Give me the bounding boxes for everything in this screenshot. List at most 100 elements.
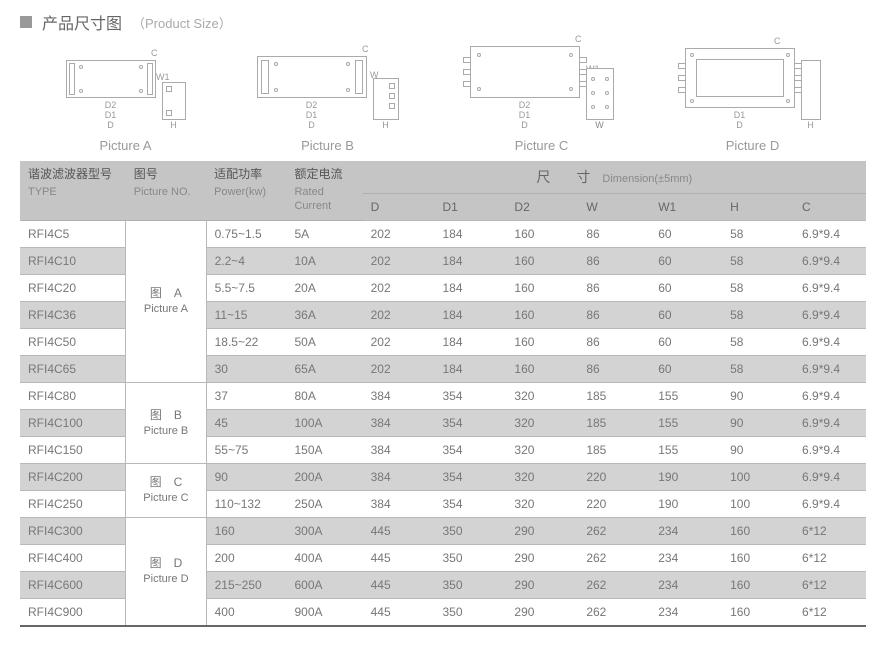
th-h: H — [722, 194, 794, 221]
title-cn: 产品尺寸图 — [42, 10, 122, 34]
cell-type: RFI4C5 — [20, 221, 126, 248]
cell-power: 5.5~7.5 — [206, 275, 286, 302]
cell-dim: 220 — [578, 464, 650, 491]
cell-dim: 320 — [506, 491, 578, 518]
cell-dim: 160 — [722, 599, 794, 627]
diagram-c: C W1 D2 — [470, 46, 614, 153]
th-current: 额定电流 Rated Current — [286, 161, 362, 221]
cell-dim: 354 — [435, 383, 507, 410]
cell-dim: 60 — [650, 329, 722, 356]
th-dimension: 尺 寸Dimension(±5mm) — [363, 161, 866, 194]
dim-stack-b: D2 D1 D — [257, 100, 367, 130]
th-type: 谐波滤波器型号 TYPE — [20, 161, 126, 221]
cell-dim: 58 — [722, 221, 794, 248]
diagram-a: C W1 D2 D1 D — [66, 60, 186, 153]
cell-power: 30 — [206, 356, 286, 383]
diagram-label-b: Picture B — [301, 138, 354, 153]
cell-dim: 86 — [578, 356, 650, 383]
cell-dim: 234 — [650, 599, 722, 627]
cell-dim: 290 — [506, 572, 578, 599]
cell-dim: 354 — [435, 464, 507, 491]
dim-stack-d: D1 D — [685, 110, 795, 130]
cell-dim: 58 — [722, 356, 794, 383]
dim-c: C — [575, 34, 582, 44]
section-title: 产品尺寸图 （Product Size） — [20, 10, 866, 34]
cell-power: 45 — [206, 410, 286, 437]
cell-power: 200 — [206, 545, 286, 572]
cell-dim: 184 — [435, 248, 507, 275]
cell-dim: 160 — [722, 572, 794, 599]
cell-dim: 58 — [722, 302, 794, 329]
cell-dim: 160 — [722, 545, 794, 572]
cell-dim: 60 — [650, 302, 722, 329]
cell-dim: 445 — [363, 545, 435, 572]
cell-dim: 6*12 — [794, 572, 866, 599]
cell-dim: 60 — [650, 248, 722, 275]
cell-dim: 6.9*9.4 — [794, 437, 866, 464]
cell-dim: 90 — [722, 410, 794, 437]
cell-picture-group: 图 APicture A — [126, 221, 206, 383]
cell-current: 150A — [286, 437, 362, 464]
cell-current: 80A — [286, 383, 362, 410]
cell-dim: 262 — [578, 599, 650, 627]
cell-power: 90 — [206, 464, 286, 491]
cell-dim: 320 — [506, 383, 578, 410]
cell-dim: 234 — [650, 518, 722, 545]
cell-power: 110~132 — [206, 491, 286, 518]
th-c: C — [794, 194, 866, 221]
cell-dim: 160 — [506, 329, 578, 356]
cell-dim: 384 — [363, 437, 435, 464]
cell-dim: 262 — [578, 545, 650, 572]
cell-current: 36A — [286, 302, 362, 329]
cell-dim: 86 — [578, 329, 650, 356]
dim-c: C — [774, 36, 781, 46]
cell-dim: 6*12 — [794, 545, 866, 572]
th-w1: W1 — [650, 194, 722, 221]
cell-dim: 6*12 — [794, 518, 866, 545]
cell-dim: 202 — [363, 356, 435, 383]
cell-type: RFI4C300 — [20, 518, 126, 545]
cell-power: 0.75~1.5 — [206, 221, 286, 248]
th-d: D — [363, 194, 435, 221]
dim-h: H — [162, 120, 186, 130]
cell-dim: 6.9*9.4 — [794, 464, 866, 491]
cell-dim: 160 — [506, 356, 578, 383]
cell-power: 215~250 — [206, 572, 286, 599]
table-row: RFI4C200图 CPicture C90200A38435432022019… — [20, 464, 866, 491]
cell-type: RFI4C200 — [20, 464, 126, 491]
cell-current: 900A — [286, 599, 362, 627]
cell-dim: 155 — [650, 410, 722, 437]
cell-current: 300A — [286, 518, 362, 545]
cell-power: 37 — [206, 383, 286, 410]
cell-dim: 160 — [506, 248, 578, 275]
cell-picture-group: 图 CPicture C — [126, 464, 206, 518]
cell-dim: 58 — [722, 329, 794, 356]
cell-dim: 202 — [363, 275, 435, 302]
cell-dim: 6.9*9.4 — [794, 383, 866, 410]
cell-current: 200A — [286, 464, 362, 491]
cell-dim: 354 — [435, 437, 507, 464]
cell-dim: 190 — [650, 491, 722, 518]
cell-type: RFI4C36 — [20, 302, 126, 329]
dim-h: H — [801, 120, 821, 130]
cell-type: RFI4C20 — [20, 275, 126, 302]
cell-dim: 185 — [578, 437, 650, 464]
cell-dim: 184 — [435, 302, 507, 329]
cell-dim: 184 — [435, 221, 507, 248]
cell-dim: 350 — [435, 572, 507, 599]
cell-dim: 320 — [506, 464, 578, 491]
cell-type: RFI4C10 — [20, 248, 126, 275]
cell-dim: 354 — [435, 491, 507, 518]
cell-dim: 234 — [650, 545, 722, 572]
cell-type: RFI4C50 — [20, 329, 126, 356]
dim-c: C — [362, 44, 369, 54]
cell-dim: 100 — [722, 491, 794, 518]
th-w: W — [578, 194, 650, 221]
cell-dim: 184 — [435, 329, 507, 356]
diagram-b: C W D2 D1 D — [257, 56, 399, 153]
cell-dim: 384 — [363, 464, 435, 491]
cell-dim: 58 — [722, 248, 794, 275]
dim-stack-a: D2 D1 D — [66, 100, 156, 130]
cell-type: RFI4C100 — [20, 410, 126, 437]
cell-type: RFI4C900 — [20, 599, 126, 627]
